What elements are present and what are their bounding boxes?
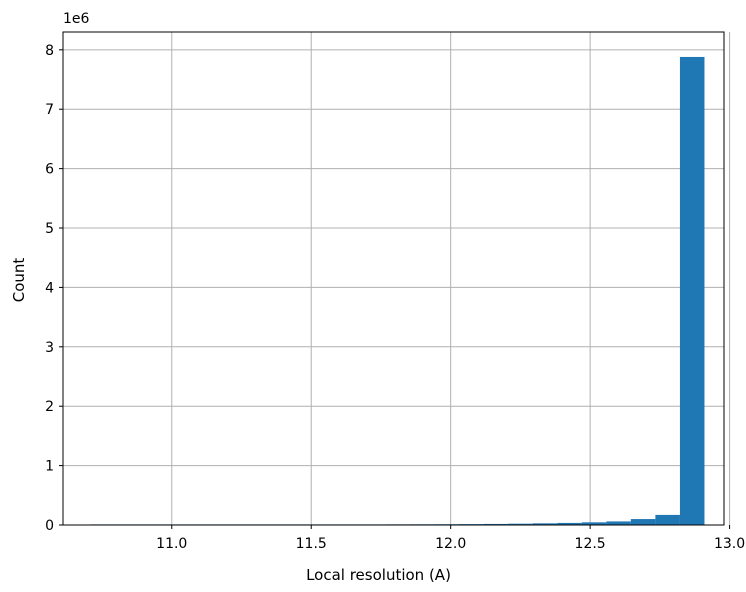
histogram-bar [679, 56, 705, 525]
plot-frame [62, 31, 725, 526]
y-offset-label: 1e6 [63, 11, 90, 27]
y-axis-label: Count [10, 258, 28, 303]
y-tick-label: 4 [45, 280, 54, 296]
histogram-bar [508, 523, 533, 525]
y-tick-label: 3 [45, 340, 54, 356]
histogram-bars [90, 56, 705, 525]
x-tick-label: 11.5 [296, 536, 327, 552]
x-axis-label: Local resolution (A) [306, 566, 451, 584]
x-tick-label: 11.0 [156, 536, 187, 552]
histogram-bar [630, 519, 656, 525]
y-tick-label: 5 [45, 221, 54, 237]
y-tick-label: 8 [45, 43, 54, 59]
y-tick-label: 1 [45, 459, 54, 475]
y-tick-label: 0 [45, 518, 54, 534]
axis-ticks: 11.0 11.5 12.0 12.5 13.0 0 1 2 3 4 5 6 7 8 [45, 43, 745, 552]
histogram-bar [557, 522, 582, 525]
grid-lines [63, 32, 731, 526]
histogram-bar [606, 521, 631, 525]
histogram-bar [581, 522, 607, 525]
histogram-bar [655, 514, 680, 525]
x-tick-label: 13.0 [714, 536, 745, 552]
x-tick-label: 12.0 [435, 536, 466, 552]
y-tick-label: 6 [45, 162, 54, 178]
y-tick-label: 2 [45, 399, 54, 415]
y-tick-label: 7 [45, 102, 54, 118]
x-tick-label: 12.5 [575, 536, 606, 552]
histogram-bar [532, 523, 558, 525]
histogram-bar [483, 523, 509, 525]
